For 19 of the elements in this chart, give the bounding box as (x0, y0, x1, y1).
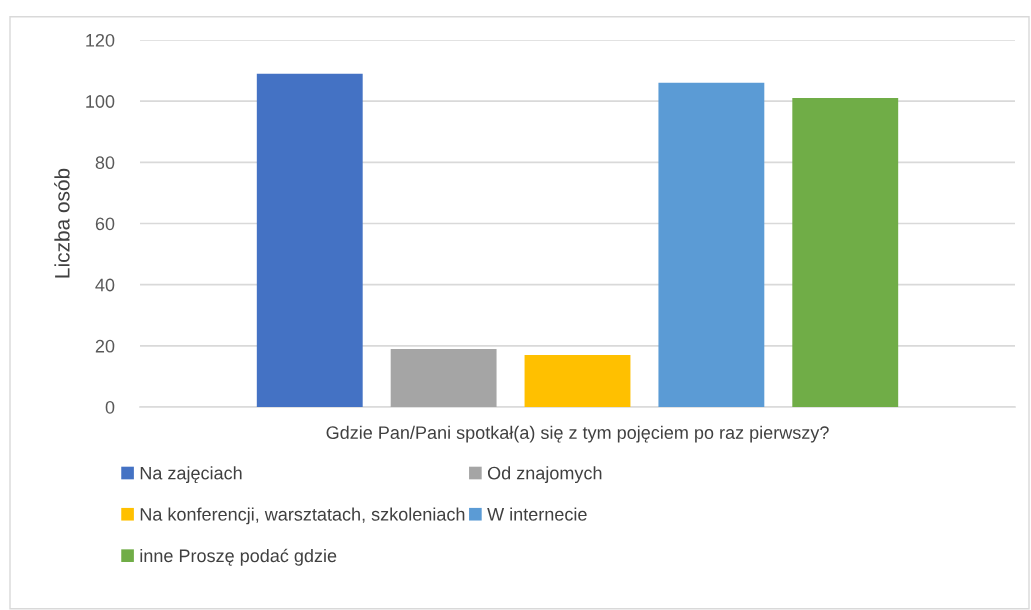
y-tick-label: 100 (86, 95, 115, 108)
legend-label: W internecie (487, 507, 587, 521)
bar (256, 73, 363, 407)
legend-label: Od znajomych (487, 466, 602, 484)
bar (524, 355, 631, 407)
y-tick-label: 40 (95, 278, 115, 292)
bar (390, 348, 497, 407)
legend-label: Na zajęciach (140, 466, 242, 484)
legend-label: inne Proszę podać gdzie (140, 548, 337, 566)
y-tick-label: 80 (95, 156, 115, 170)
bar (792, 98, 899, 407)
bar (658, 82, 765, 407)
y-tick-label: 60 (95, 217, 115, 231)
y-tick-label: 0 (105, 400, 115, 414)
y-tick-label: 20 (95, 339, 115, 353)
legend-label: Na konferencji, warsztatach, szkoleniach (140, 507, 465, 525)
y-tick-label: 120 (86, 33, 115, 47)
y-axis-title: Liczba osób (54, 168, 70, 278)
x-axis-title: Gdzie Pan/Pani spotkał(a) się z tym pojęciem po raz pierwszy? (326, 425, 829, 443)
